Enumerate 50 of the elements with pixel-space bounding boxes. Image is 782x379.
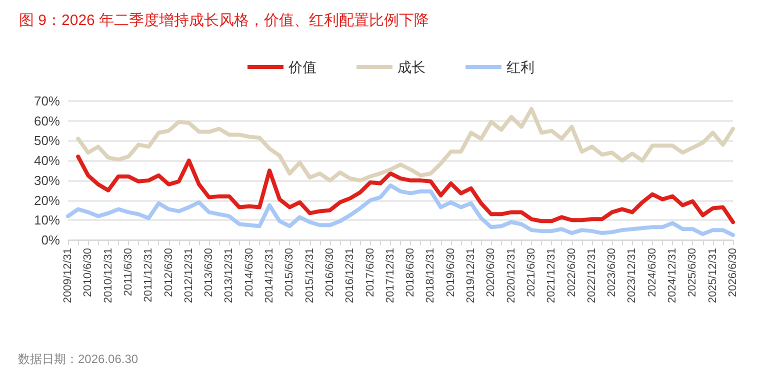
x-tick-label: 2021/12/31 — [546, 248, 558, 304]
x-tick-label: 2024/12/31 — [666, 248, 679, 304]
x-tick-label: 2011/12/31 — [142, 248, 155, 302]
x-tick-label: 2017/6/30 — [364, 248, 376, 297]
x-tick-label: 2024/6/30 — [646, 248, 658, 297]
y-tick-label: 60% — [34, 113, 60, 128]
x-tick-label: 2010/12/31 — [102, 248, 114, 304]
legend-label: 价值 — [288, 59, 316, 75]
x-tick-label: 2023/6/30 — [606, 248, 618, 297]
x-tick-label: 2025/12/31 — [706, 248, 719, 304]
x-tick-label: 2022/12/31 — [586, 248, 598, 304]
x-tick-label: 2017/12/31 — [384, 248, 396, 304]
x-tick-label: 2022/6/30 — [566, 248, 578, 297]
x-tick-label: 2021/6/30 — [525, 248, 538, 297]
x-tick-label: 2020/12/31 — [505, 248, 518, 304]
x-tick-label: 2009/12/31 — [62, 248, 74, 304]
x-tick-label: 2011/6/30 — [122, 248, 134, 296]
y-tick-label: 30% — [34, 172, 60, 188]
x-tick-label: 2019/12/31 — [465, 248, 478, 304]
x-tick-label: 2023/12/31 — [626, 248, 638, 304]
x-tick-label: 2026/6/30 — [727, 248, 739, 297]
line-series — [66, 183, 735, 238]
text: 数据日期：2026.06.30 — [18, 352, 138, 366]
x-tick-label: 2018/6/30 — [404, 248, 417, 297]
x-tick-label: 2019/6/30 — [444, 248, 457, 297]
x-tick-label: 2013/12/31 — [223, 248, 236, 304]
legend-label: 红利 — [506, 59, 534, 75]
x-tick-label: 2016/6/30 — [324, 248, 336, 297]
x-tick-label: 2012/6/30 — [162, 248, 175, 297]
x-tick-label: 2020/6/30 — [485, 248, 498, 297]
y-tick-label: 40% — [34, 153, 60, 168]
x-tick-label: 2014/6/30 — [243, 248, 256, 297]
y-tick-label: 20% — [34, 192, 60, 208]
x-tick-label: 2014/12/31 — [264, 248, 276, 304]
x-tick-label: 2018/12/31 — [424, 248, 437, 304]
line-series — [76, 106, 735, 182]
x-tick-label: 2012/12/31 — [182, 248, 195, 304]
y-tick-label: 50% — [34, 133, 60, 148]
y-tick-label: 0% — [41, 232, 60, 248]
y-tick-label: 10% — [34, 212, 60, 228]
x-tick-label: 2015/12/31 — [304, 248, 316, 304]
x-tick-label: 2016/12/31 — [344, 248, 356, 304]
legend-label: 成长 — [398, 59, 426, 75]
chart-title: 图 9：2026 年二季度增持成长风格，价值、红利配置比例下降 — [19, 12, 430, 29]
y-tick-label: 70% — [34, 94, 60, 108]
x-tick-label: 2015/6/30 — [284, 248, 296, 297]
x-tick-label: 2025/6/30 — [686, 248, 699, 297]
line-series — [76, 154, 735, 224]
x-tick-label: 2013/6/30 — [203, 248, 216, 297]
x-tick-label: 2010/6/30 — [82, 248, 94, 297]
